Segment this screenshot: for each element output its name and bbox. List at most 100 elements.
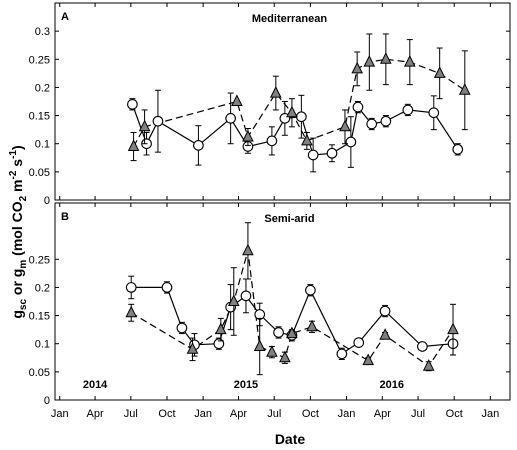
panel-a-series-circle-point (266, 135, 278, 147)
panel-a-series-circle-point (307, 149, 319, 161)
panel-a-series-triangle-point (127, 139, 140, 151)
panel-a-y-tick-label: 0.2 (35, 82, 50, 94)
panel-a-series-triangle-point (379, 52, 392, 64)
panel-a-series-triangle-point (269, 85, 282, 98)
panel-a-series-circle-point (152, 115, 164, 127)
x-tick-label: Jan (481, 408, 499, 420)
panel-a-series-triangle-line (133, 58, 466, 147)
panel-b-y-tick-label: 0.05 (29, 367, 50, 379)
ylabel-or: or (9, 277, 25, 299)
panel-b-y-tick-label: 0.25 (29, 254, 50, 266)
ylabel-sub-m: m (18, 260, 29, 269)
panel-b-series-circle-point (213, 338, 225, 350)
x-tick-label: Jul (411, 408, 425, 420)
year-label-2014: 2014 (83, 379, 108, 391)
ylabel-sub-2: 2 (18, 195, 29, 201)
panel-b-series-circle-point (240, 290, 252, 302)
ylabel-units-close: ) (9, 145, 25, 150)
panel-b-series-circle-point (353, 337, 365, 348)
panel-b-y-tick-label: 0 (44, 395, 50, 407)
panel-b-series-circle-point (305, 284, 316, 296)
year-label-2016: 2016 (379, 379, 403, 391)
panel-a-series-triangle-point (363, 54, 376, 67)
panel-b-series-circle-point (379, 305, 391, 317)
panel-b-series-triangle-point (362, 353, 375, 366)
panel-b-series-triangle-point (279, 350, 291, 363)
panel-a-y-tick-label: 0.3 (35, 26, 50, 38)
x-tick-label: Oct (158, 408, 175, 420)
panel-b-series-triangle-line (130, 250, 454, 368)
panel-b-series-triangle-point (266, 345, 278, 357)
panel-a-series-circle-point (380, 115, 392, 127)
panel-b-series-triangle-point (186, 342, 199, 354)
panel-a-frame (54, 2, 511, 201)
panel-a-series-triangle-point (231, 94, 243, 106)
panel-a-series-triangle-point (339, 119, 351, 132)
ylabel-g1: g (9, 310, 25, 319)
panel-a-series-circle-point (127, 98, 138, 110)
x-tick-label: Jan (194, 408, 212, 420)
x-tick-label: Apr (87, 408, 104, 420)
ylabel-m: m (9, 179, 25, 195)
panel-a-series-triangle-point (433, 66, 446, 78)
panel-a-series-triangle-point (403, 54, 416, 67)
x-axis-label: Date (275, 431, 306, 447)
panel-b-series-circle-point (176, 322, 188, 334)
panel-b-series-circle-point (336, 348, 348, 360)
panel-b-frame (54, 202, 511, 401)
panel-b-title: Semi-arid (264, 213, 314, 225)
panel-a-series-circle-point (193, 140, 204, 151)
panel-b-y-tick-label: 0.2 (35, 282, 50, 294)
panel-b-series-circle-line (131, 286, 454, 355)
panel-a-series-triangle-point (458, 83, 471, 95)
panel-b-series-triangle-point (253, 339, 266, 351)
panel-b-series-triangle-point (306, 319, 318, 332)
panel-a-series-triangle-point (351, 61, 364, 74)
panel-a-series-circle-point (352, 101, 364, 113)
panel-a-series-circle-point (452, 143, 464, 155)
panel-a-series-triangle-point (242, 129, 254, 142)
panel-b-y-tick-label: 0.15 (29, 311, 50, 323)
x-tick-label: Jan (51, 408, 69, 420)
ylabel-sub-sc: sc (18, 299, 29, 311)
panel-b-series-circle-point (125, 282, 137, 293)
x-tick-label: Apr (230, 408, 247, 420)
panel-a-letter: A (61, 11, 69, 23)
ylabel-sup-s1: -1 (8, 150, 19, 159)
panel-b-series-circle-point (161, 282, 173, 293)
ylabel-sup-m2: -2 (8, 170, 19, 179)
year-label-2015: 2015 (234, 379, 258, 391)
panel-b-series-circle-point (417, 341, 428, 352)
panel-a-y-tick-label: 0.25 (29, 54, 50, 66)
panel-b-y-tick-label: 0.1 (35, 339, 50, 351)
panel-a-series-circle-point (296, 111, 307, 123)
panel-b-series-triangle-point (227, 294, 240, 306)
panel-b-series-triangle-point (286, 326, 298, 339)
panel-a-series-triangle-point (286, 105, 298, 118)
panel-a-title: Mediterranean (252, 13, 327, 25)
panel-b-series-triangle-point (242, 243, 254, 256)
panel-b-series-triangle-point (422, 359, 435, 371)
x-tick-label: Apr (374, 408, 391, 420)
panel-a-y-tick-label: 0.15 (29, 111, 50, 123)
panel-b-series-circle-point (273, 327, 284, 338)
x-tick-label: Oct (446, 408, 463, 420)
panel-a-y-tick-label: 0.1 (35, 139, 50, 151)
panel-b-letter: B (61, 211, 69, 223)
x-tick-label: Jul (267, 408, 281, 420)
ylabel-g2: g (9, 269, 25, 278)
panel-b-series-circle-point (254, 309, 266, 320)
ylabel-units-open: (mol CO (9, 201, 25, 259)
panel-b-series-triangle-point (379, 328, 391, 340)
ylabel-s: s (9, 159, 25, 171)
panel-a-series-triangle-point (301, 133, 313, 146)
panel-a-series-circle-point (225, 113, 236, 124)
panel-a-y-tick-label: 0.05 (29, 167, 50, 179)
panel-b-series-triangle-point (214, 322, 227, 335)
panel-a-series-circle-point (428, 107, 440, 119)
x-tick-label: Jul (124, 408, 138, 420)
panel-a-series-circle-point (345, 136, 357, 148)
panel-a-series-circle-point (326, 147, 338, 159)
shared-y-axis-label: gsc or gm (mol CO2 m-2 s-1) (8, 145, 29, 318)
